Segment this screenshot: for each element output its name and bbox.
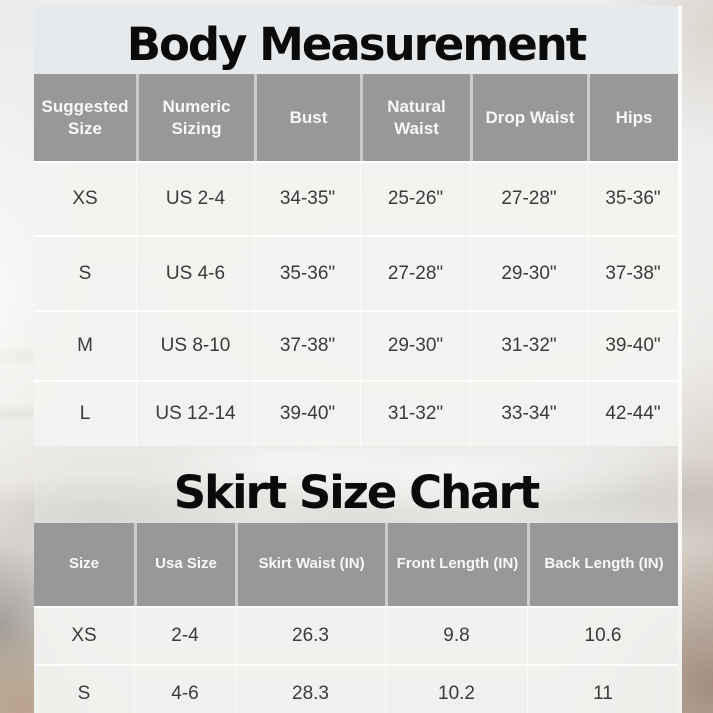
table-cell: 11 <box>527 666 678 713</box>
table-cell: US 8-10 <box>136 312 254 380</box>
table-row: L US 12-14 39-40" 31-32" 33-34" 42-44" <box>34 380 678 446</box>
skirt-size-chart-title-band: Skirt Size Chart <box>34 446 678 523</box>
table-cell: 25-26" <box>360 163 470 235</box>
table-cell: 33-34" <box>470 382 587 446</box>
column-header: Skirt Waist (IN) <box>235 523 385 606</box>
table-cell: M <box>77 335 93 356</box>
table-cell: 2-4 <box>134 608 235 664</box>
table-cell: 27-28" <box>470 163 587 235</box>
table-cell: 29-30" <box>470 237 587 310</box>
size-chart-graphic: Body Measurement Suggested Size Numeric S… <box>34 6 682 713</box>
column-header: Front Length (IN) <box>385 523 527 606</box>
table-row: M US 8-10 37-38" 29-30" 31-32" 39-40" <box>34 310 678 380</box>
table-cell: XS <box>71 625 97 646</box>
column-header: Back Length (IN) <box>527 523 678 606</box>
table-cell: 31-32" <box>360 382 470 446</box>
column-header: Bust <box>254 74 360 161</box>
table-cell: 35-36" <box>587 163 678 235</box>
table-cell: 27-28" <box>360 237 470 310</box>
column-header: Natural Waist <box>360 74 470 161</box>
column-header: Size <box>68 555 99 573</box>
table-cell: 37-38" <box>587 237 678 310</box>
table-row: S 4-6 28.3 10.2 11 <box>34 664 678 713</box>
table-cell: 28.3 <box>235 666 385 713</box>
table-cell: 37-38" <box>254 312 360 380</box>
table-row: S US 4-6 35-36" 27-28" 29-30" 37-38" <box>34 235 678 310</box>
table-cell: L <box>79 403 91 424</box>
body-measurement-table: Suggested Size Numeric Sizing Bust Natural … <box>34 74 678 446</box>
table-cell: 9.8 <box>385 608 527 664</box>
table-cell: US 4-6 <box>136 237 254 310</box>
table-header-row: Suggested Size Numeric Sizing Bust Natural … <box>34 74 678 161</box>
table-cell: 10.2 <box>385 666 527 713</box>
column-header: Usa Size <box>134 523 235 606</box>
table-cell: 42-44" <box>587 382 678 446</box>
table-cell: 4-6 <box>134 666 235 713</box>
table-header-row: Size Usa Size Skirt Waist (IN) Front Length… <box>34 523 678 606</box>
column-header: Drop Waist <box>470 74 587 161</box>
column-header: Numeric Sizing <box>136 74 254 161</box>
body-measurement-title-band: Body Measurement <box>34 6 678 74</box>
table-cell: 29-30" <box>360 312 470 380</box>
table-row: XS US 2-4 34-35" 25-26" 27-28" 35-36" <box>34 161 678 235</box>
table-cell: US 12-14 <box>136 382 254 446</box>
table-cell: 10.6 <box>527 608 678 664</box>
table-cell: S <box>78 262 92 284</box>
table-cell: 39-40" <box>254 382 360 446</box>
table-cell: US 2-4 <box>136 163 254 235</box>
skirt-size-chart-title: Skirt Size Chart <box>173 465 540 519</box>
table-cell: 26.3 <box>235 608 385 664</box>
table-cell: XS <box>72 188 98 209</box>
body-measurement-title: Body Measurement <box>126 18 588 71</box>
table-cell: 35-36" <box>254 237 360 310</box>
table-cell: S <box>77 683 91 704</box>
skirt-size-chart-table: Size Usa Size Skirt Waist (IN) Front Length… <box>34 523 678 713</box>
table-cell: 31-32" <box>470 312 587 380</box>
table-cell: 34-35" <box>254 163 360 235</box>
column-header: Suggested Size <box>41 97 129 138</box>
column-header: Hips <box>587 74 678 161</box>
table-row: XS 2-4 26.3 9.8 10.6 <box>34 606 678 664</box>
table-cell: 39-40" <box>587 312 678 380</box>
